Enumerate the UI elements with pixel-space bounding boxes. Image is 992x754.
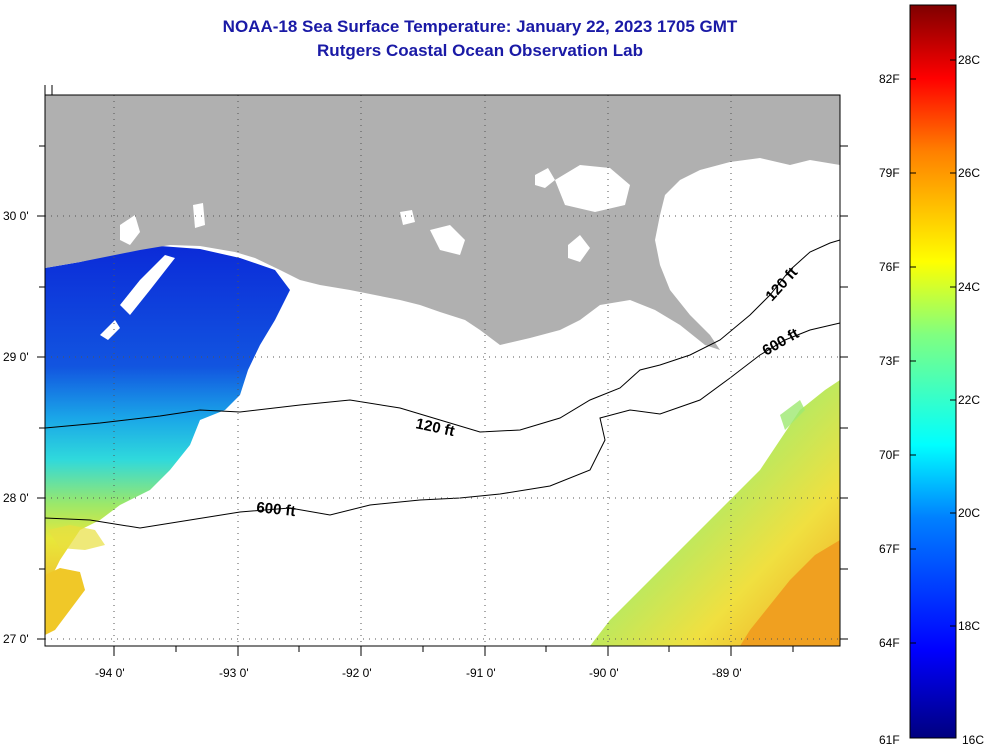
contour-120ft [44, 239, 841, 433]
colorbar-c-label: 20C [958, 506, 980, 520]
lake-6 [193, 203, 205, 228]
lon-label-89: -89 0' [712, 666, 742, 680]
lon-label-94: -94 0' [95, 666, 125, 680]
lon-label-90: -90 0' [589, 666, 619, 680]
colorbar-ticks [910, 59, 956, 644]
lake-5 [120, 215, 140, 245]
lat-label-28: 28 0' [3, 491, 29, 505]
sst-data-east-streak [780, 400, 805, 430]
lat-label-29: 29 0' [3, 350, 29, 364]
lon-label-92: -92 0' [342, 666, 372, 680]
colorbar [909, 4, 957, 739]
colorbar-f-label: 79F [879, 166, 900, 180]
sst-streak-white-2 [100, 320, 120, 340]
contour-label-600-west: 600 ft [256, 499, 297, 520]
sst-data-southwest-2 [48, 525, 105, 550]
colorbar-f-label: 70F [879, 448, 900, 462]
colorbar-c-label: 26C [958, 166, 980, 180]
sst-streak-white [120, 255, 175, 315]
lake-8 [400, 210, 415, 225]
lon-label-91: -91 0' [466, 666, 496, 680]
map-frame [44, 94, 841, 647]
lon-label-93: -93 0' [219, 666, 249, 680]
colorbar-f-label: 67F [879, 542, 900, 556]
frame-ticks [37, 85, 848, 656]
colorbar-f-label: 64F [879, 636, 900, 650]
land-mass [45, 95, 840, 350]
map-subtitle: Rutgers Coastal Ocean Observation Lab [317, 41, 643, 60]
colorbar-c-label: 16C [962, 733, 984, 747]
contour-600ft [44, 322, 841, 529]
colorbar-f-label: 82F [879, 72, 900, 86]
lake-7 [680, 168, 835, 225]
colorbar-c-label: 24C [958, 280, 980, 294]
depth-contours [44, 239, 841, 529]
sst-data-east-orange [740, 540, 840, 646]
lake-3 [568, 235, 590, 262]
colorbar-f-label: 73F [879, 354, 900, 368]
colorbar-c-label: 18C [958, 619, 980, 633]
sst-data-east [590, 380, 840, 646]
colorbar-c-label: 22C [958, 393, 980, 407]
lake-4 [430, 225, 465, 255]
lake-1 [555, 165, 630, 212]
colorbar-f-label: 61F [879, 733, 900, 747]
map-title: NOAA-18 Sea Surface Temperature: January… [222, 17, 738, 36]
colorbar-c-label: 28C [958, 53, 980, 67]
sst-data-southwest [45, 568, 85, 635]
colorbar-f-label: 76F [879, 260, 900, 274]
lat-label-30: 30 0' [3, 209, 29, 223]
lake-2 [535, 168, 555, 188]
graticule [45, 95, 840, 646]
lat-label-27: 27 0' [3, 632, 29, 646]
